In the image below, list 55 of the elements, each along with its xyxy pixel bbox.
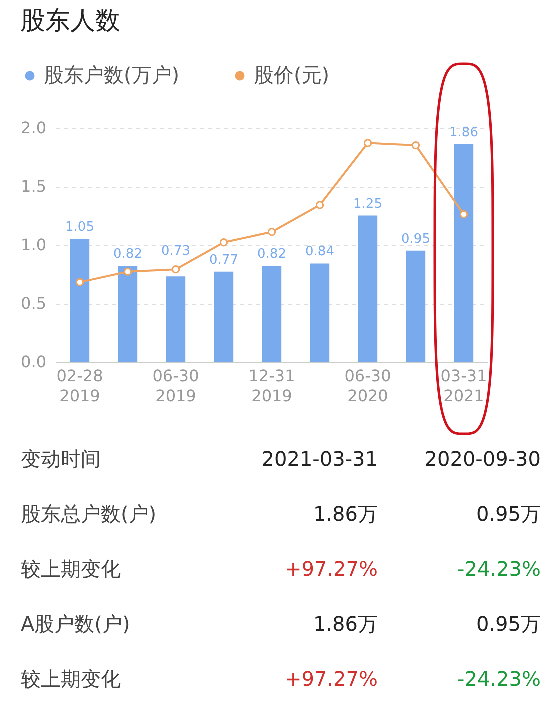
text: -24.23% <box>458 667 541 691</box>
category-label: 股东总户数(户) <box>21 502 157 526</box>
bar <box>262 266 282 362</box>
point <box>172 265 180 274</box>
point <box>460 210 468 219</box>
data-label: 0.82 <box>114 247 142 262</box>
x-tick-label: 06-30 2019 <box>152 366 200 406</box>
text: 0.95万 <box>476 502 541 526</box>
chart-title: 股东人数 <box>20 6 121 35</box>
point <box>124 268 132 276</box>
bar <box>166 276 186 362</box>
y-tick-label: 0.0 <box>21 352 46 372</box>
bar <box>358 216 378 362</box>
legend-label: 股价(元) <box>254 63 330 87</box>
text: -24.23% <box>458 557 541 581</box>
bar <box>310 264 330 362</box>
data-label: 1.86 <box>450 125 478 140</box>
data-label: 0.84 <box>306 244 334 260</box>
text: 1.86万 <box>313 612 378 636</box>
bar <box>118 266 138 362</box>
x-tick-label: 12-31 2019 <box>248 366 296 406</box>
category-label: 较上期变化 <box>21 557 121 581</box>
text: 1.86万 <box>313 502 378 526</box>
point <box>76 278 84 287</box>
bar <box>214 272 234 362</box>
x-tick-label: 06-30 2020 <box>344 366 392 406</box>
bar <box>406 250 426 362</box>
data-label: 0.73 <box>162 244 190 260</box>
data-label: 0.82 <box>258 247 286 262</box>
point <box>412 141 420 150</box>
legend-label: 股东户数(万户) <box>44 63 180 87</box>
bar <box>70 239 90 362</box>
y-tick-label: 1.5 <box>21 177 46 196</box>
text: 2020-09-30 <box>424 447 541 471</box>
text: 2021-03-31 <box>262 447 378 471</box>
data-label: 1.05 <box>66 220 94 236</box>
text: +97.27% <box>284 667 378 691</box>
data-label: 0.95 <box>402 232 430 247</box>
bar <box>454 144 474 362</box>
text: +97.27% <box>284 557 378 581</box>
x-tick-label: 02-28 2019 <box>56 366 104 406</box>
x-tick-label: 03-31 2021 <box>440 366 488 406</box>
point <box>220 238 228 247</box>
data-label: 0.77 <box>210 252 238 268</box>
y-tick-label: 1.0 <box>21 236 46 254</box>
category-label: 较上期变化 <box>21 667 121 691</box>
y-tick-label: 2.0 <box>21 118 46 138</box>
point <box>364 139 372 148</box>
point <box>316 201 324 210</box>
category-label: 变动时间 <box>21 447 101 471</box>
point <box>268 228 276 236</box>
category-label: A股户数(户) <box>21 612 130 636</box>
data-label: 1.25 <box>354 196 382 212</box>
y-tick-label: 0.5 <box>21 294 46 313</box>
text: 0.95万 <box>476 612 541 636</box>
